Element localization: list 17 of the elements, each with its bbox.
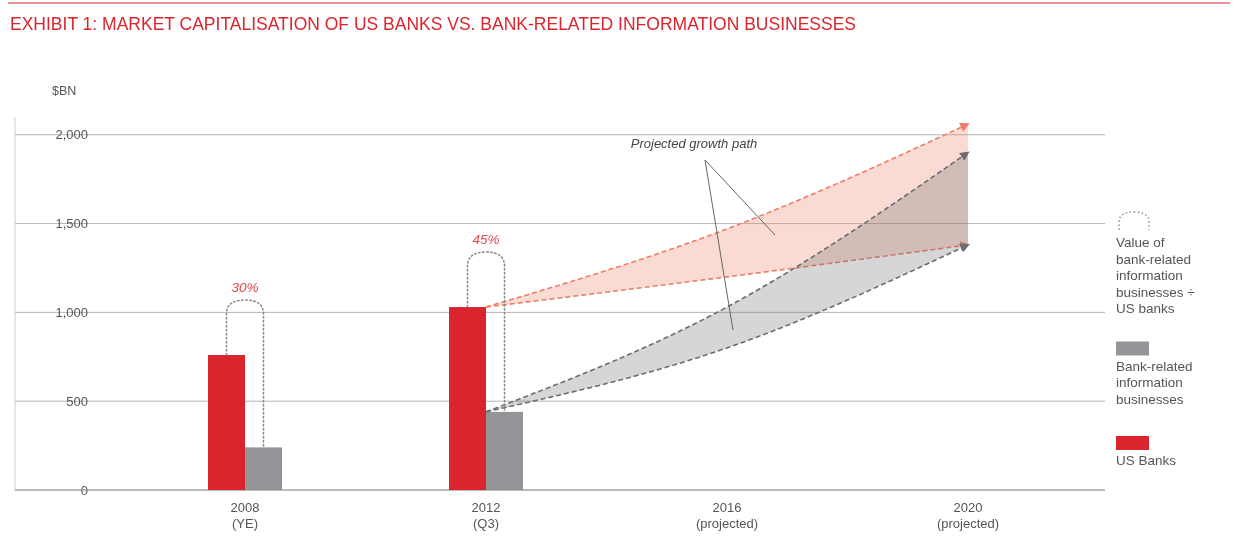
legend-label: US Banks bbox=[1116, 453, 1177, 468]
y-tick-label: 2,000 bbox=[55, 127, 88, 143]
annotation: Projected growth path bbox=[630, 136, 758, 151]
y-tick-label: 0 bbox=[80, 482, 88, 498]
text: Value of bank-related information businesses ÷ US banks bbox=[1116, 235, 1195, 316]
y-tick-label: 1,500 bbox=[55, 216, 88, 232]
x-tick-label: 2020 (projected) bbox=[936, 500, 1000, 531]
chart-title: EXHIBIT 1: MARKET CAPITALISATION OF US BANKS VS. BANK-RELATED INFORMATION BUSINESSES bbox=[10, 14, 857, 34]
x-tick-label: 2016 (projected) bbox=[695, 500, 759, 531]
y-axis-title: $BN bbox=[52, 84, 77, 98]
y-tick-label: 1,000 bbox=[55, 305, 88, 321]
legend-label: Bank-related information businesses bbox=[1116, 358, 1193, 407]
annotation: 45% bbox=[472, 232, 500, 248]
x-tick-label: 2012 (Q3) bbox=[471, 500, 501, 531]
y-tick-label: 500 bbox=[66, 393, 88, 409]
x-tick-label: 2008 (YE) bbox=[230, 500, 260, 531]
annotation: 30% bbox=[231, 280, 259, 296]
